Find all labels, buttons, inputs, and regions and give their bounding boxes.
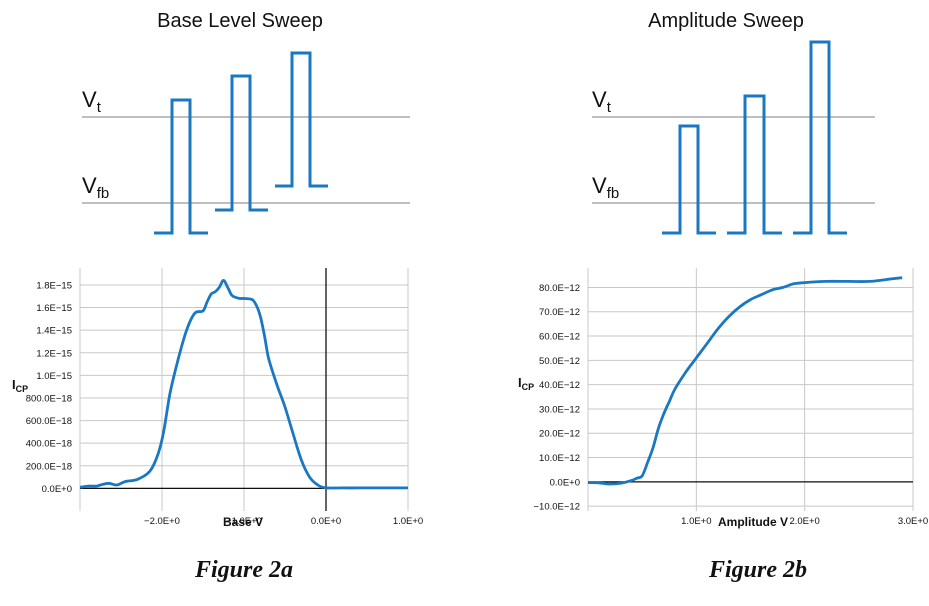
base-level-sweep-title: Base Level Sweep xyxy=(157,10,323,32)
x-tick-label: −1.0E+0 xyxy=(226,516,262,527)
x-tick-label: 1.0E+0 xyxy=(393,516,423,527)
x-axis-title: Base V xyxy=(223,515,263,529)
y-tick-label: 200.0E−18 xyxy=(26,461,72,472)
base-level-chart: 0.0E+0 200.0E−18 400.0E−18 600.0E−18 800.0E−… xyxy=(12,268,423,529)
y-tick-label: 20.0E−12 xyxy=(539,429,580,440)
chart-series xyxy=(79,279,408,490)
pulse-3 xyxy=(793,40,847,235)
y-tick-label: 1.4E−15 xyxy=(36,326,72,337)
y-tick-label: 10.0E−12 xyxy=(539,453,580,464)
amplitude-sweep-title: Amplitude Sweep xyxy=(648,10,804,32)
y-axis-title: ICP xyxy=(518,375,534,392)
y-tick-label: 1.6E−15 xyxy=(36,303,72,314)
y-tick-label: 70.0E−12 xyxy=(539,307,580,318)
y-tick-label: 0.0E+0 xyxy=(42,484,72,495)
vfb-label: Vfb xyxy=(592,173,619,202)
y-tick-label: 400.0E−18 xyxy=(26,439,72,450)
y-tick-label: 30.0E−12 xyxy=(539,404,580,415)
vt-label: Vt xyxy=(82,87,102,116)
base-level-sweep-schematic: Base Level Sweep Vt Vfb xyxy=(82,10,410,235)
chart-tick-labels: 0.0E+0 200.0E−18 400.0E−18 600.0E−18 800.0E−… xyxy=(26,280,423,527)
amplitude-chart: −10.0E−12 0.0E+0 10.0E−12 20.0E−12 30.0E−12 4… xyxy=(518,268,928,529)
pulse-3 xyxy=(275,51,328,188)
vt-label: Vt xyxy=(592,87,612,116)
x-tick-label: 1.0E+0 xyxy=(681,516,711,527)
figure-2a-caption: Figure 2a xyxy=(194,557,293,583)
y-tick-label: −10.0E−12 xyxy=(534,502,581,513)
amplitude-sweep-schematic: Amplitude Sweep Vt Vfb xyxy=(592,10,875,235)
x-tick-label: 3.0E+0 xyxy=(898,516,928,527)
y-tick-label: 1.0E−15 xyxy=(36,371,72,382)
figure-2b-caption: Figure 2b xyxy=(708,557,807,583)
x-tick-label: 2.0E+0 xyxy=(789,516,819,527)
vfb-label: Vfb xyxy=(82,173,109,202)
pulse-1 xyxy=(154,98,208,235)
series-line-0 xyxy=(79,279,408,490)
series-line-0 xyxy=(587,276,903,486)
y-axis-title: ICP xyxy=(12,377,28,394)
y-tick-label: 40.0E−12 xyxy=(539,380,580,391)
y-tick-label: 60.0E−12 xyxy=(539,332,580,343)
pulse-2 xyxy=(215,74,268,212)
chart-tick-labels: −10.0E−12 0.0E+0 10.0E−12 20.0E−12 30.0E−12 4… xyxy=(534,283,929,527)
x-tick-label: 0.0E+0 xyxy=(311,516,341,527)
y-tick-label: 0.0E+0 xyxy=(550,477,580,488)
pulse-2 xyxy=(727,94,782,235)
chart-grid xyxy=(79,268,409,511)
y-tick-label: 1.8E−15 xyxy=(36,280,72,291)
pulse-1 xyxy=(662,124,716,235)
y-tick-label: 600.0E−18 xyxy=(26,416,72,427)
x-axis-title: Amplitude V xyxy=(718,515,788,529)
chart-grid xyxy=(587,268,914,511)
y-tick-label: 800.0E−18 xyxy=(26,393,72,404)
x-tick-label: −2.0E+0 xyxy=(144,516,180,527)
y-tick-label: 50.0E−12 xyxy=(539,356,580,367)
y-tick-label: 80.0E−12 xyxy=(539,283,580,294)
chart-series xyxy=(587,276,903,486)
y-tick-label: 1.2E−15 xyxy=(36,348,72,359)
